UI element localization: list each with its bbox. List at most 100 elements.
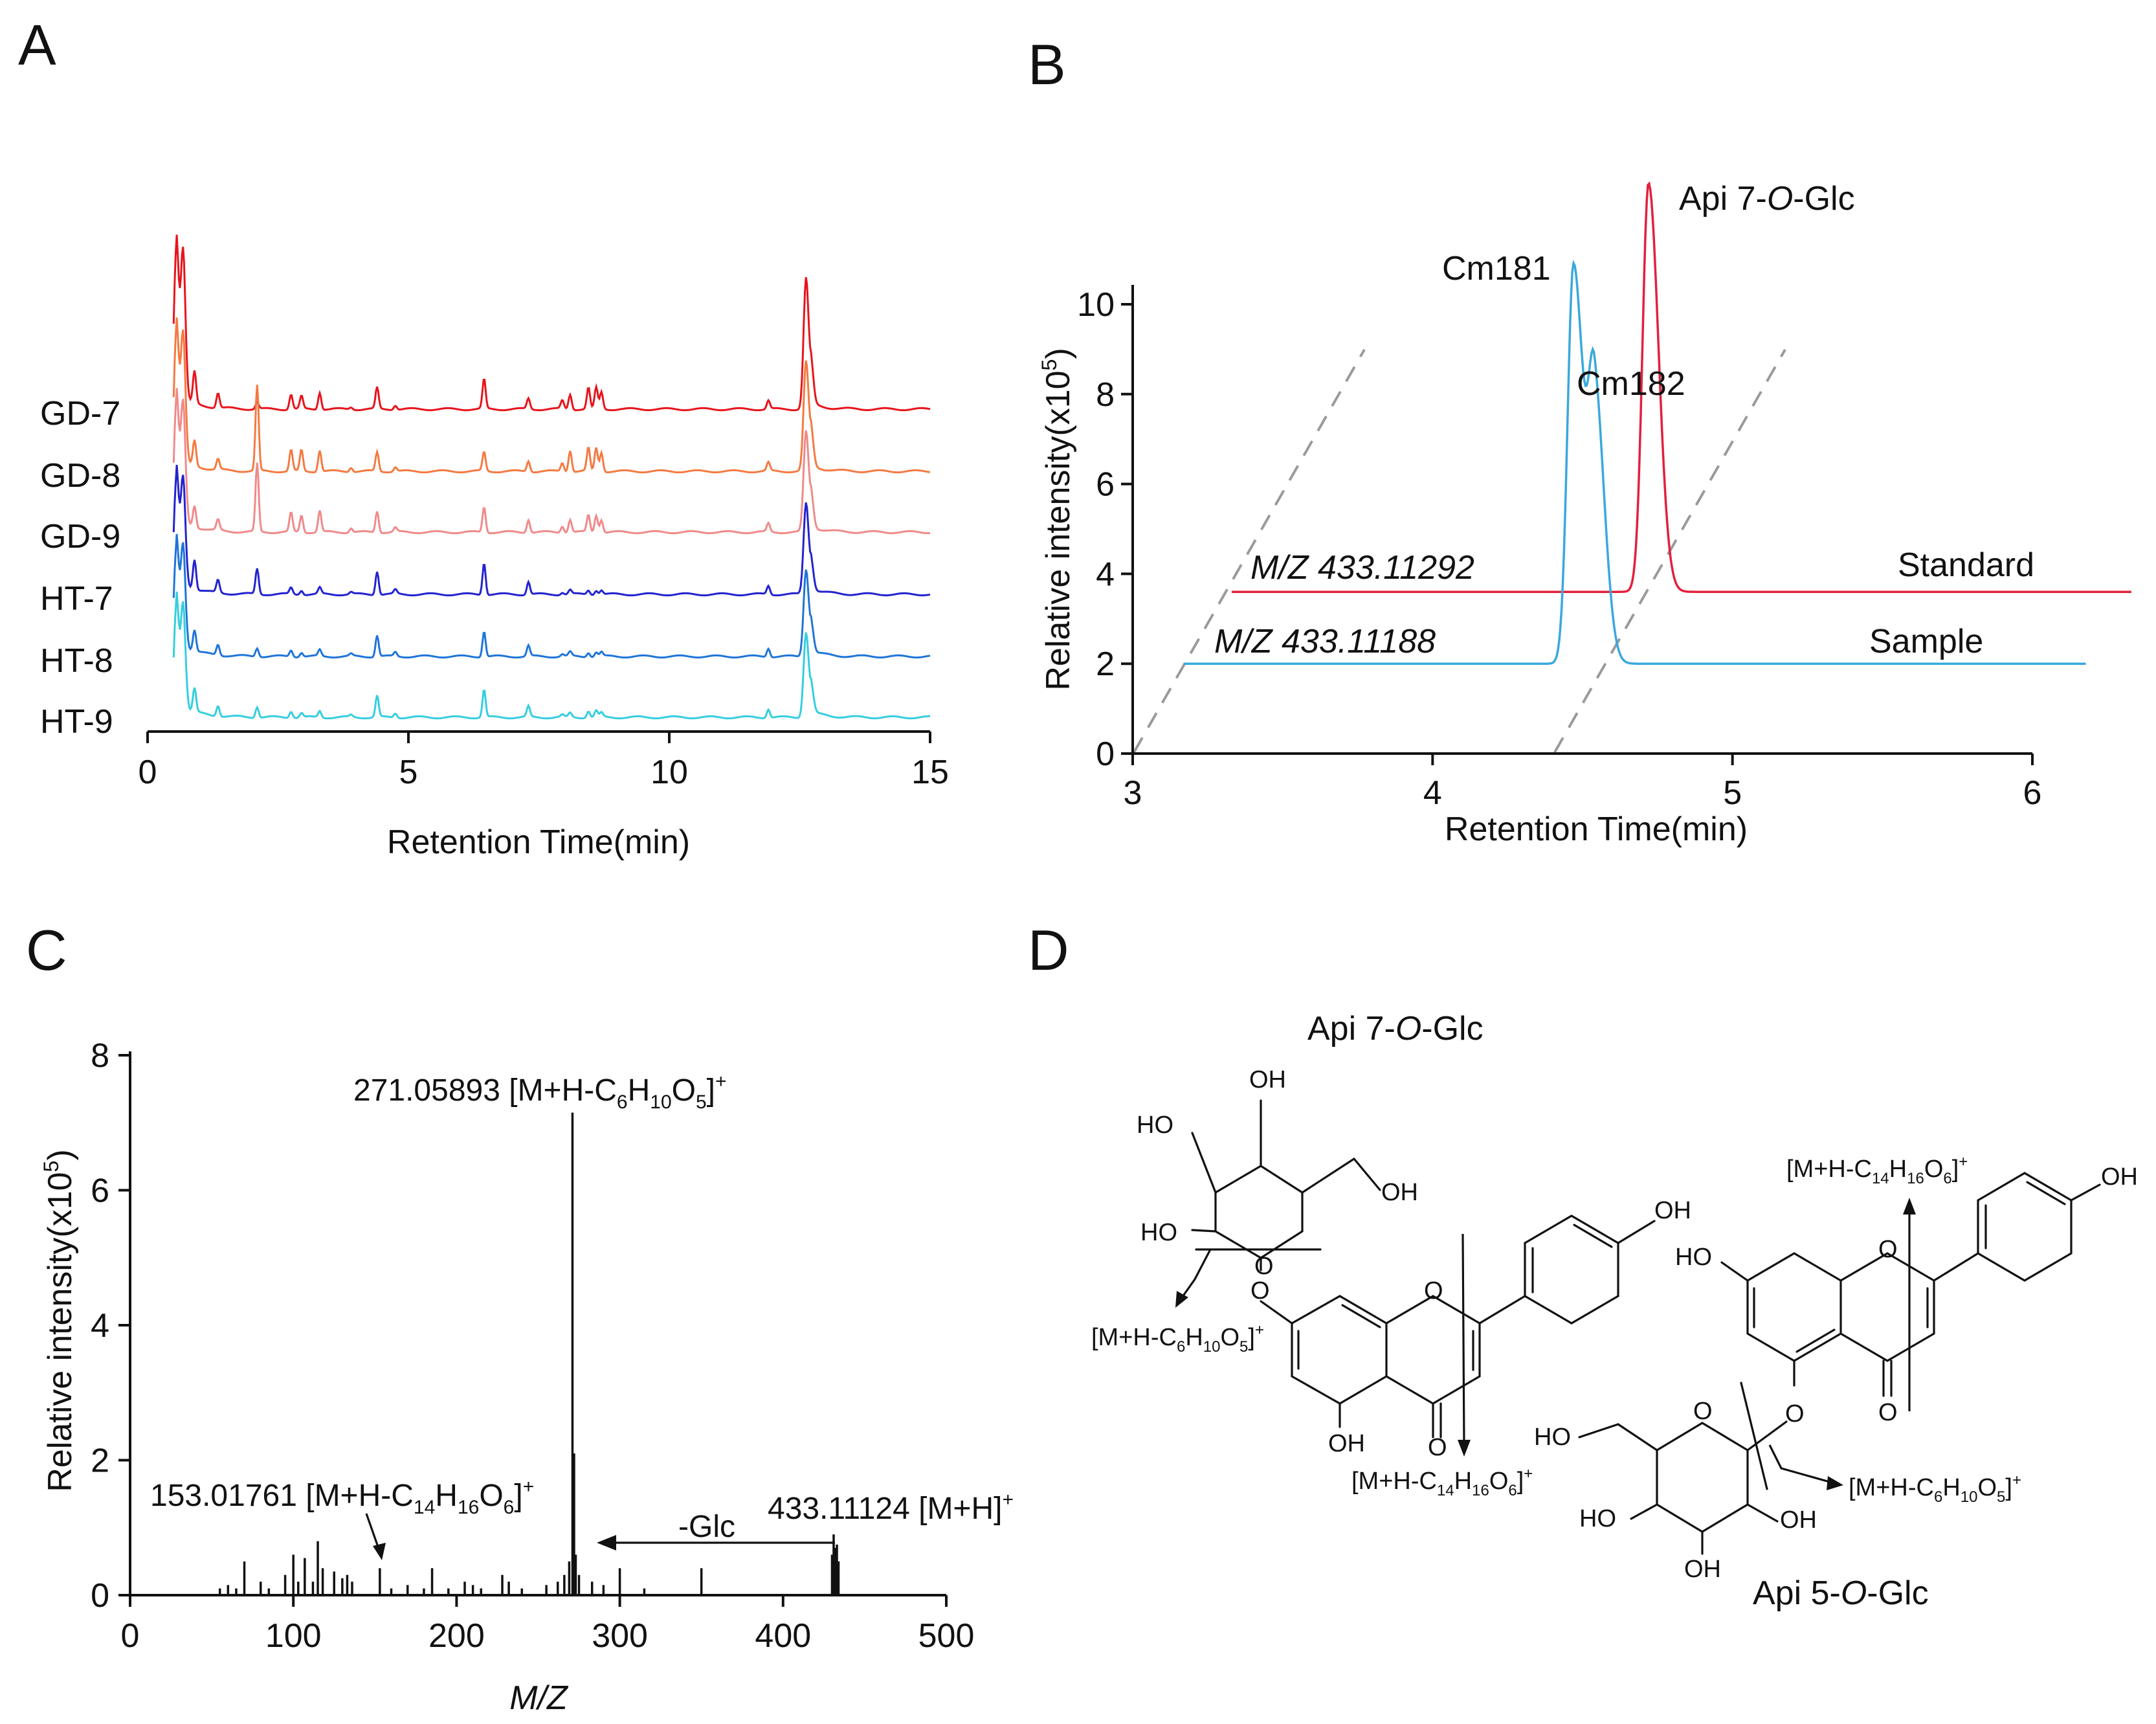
panel-c-y-axis-title: Relative intensity(x105) bbox=[39, 1149, 79, 1492]
x-tick-label: 3 bbox=[1124, 774, 1142, 812]
panel-a-chromatogram: 0 5 10 15 GD-7 GD-8 GD-9 HT-7 HT-8 HT-9 Retentio… bbox=[40, 234, 949, 861]
x-tick-label: 100 bbox=[265, 1617, 322, 1655]
series-label-gd-9: GD-9 bbox=[40, 518, 120, 555]
x-tick-label: 300 bbox=[592, 1617, 648, 1655]
panel-b-api7-label: Api 7-O-Glc bbox=[1679, 180, 1855, 218]
label-ho-left-1: HO bbox=[1137, 1112, 1173, 1139]
panel-c-153-arrow bbox=[365, 1513, 380, 1549]
panel-letter-b: B bbox=[1028, 32, 1066, 96]
x-tick-label: 5 bbox=[399, 754, 418, 791]
trace-gd-8 bbox=[172, 317, 931, 474]
x-tick-label: 0 bbox=[121, 1617, 140, 1655]
panel-b-ticks: 3 4 5 6 0 2 4 6 8 10 bbox=[1077, 286, 2041, 812]
molecule-api5-o-glc: HO O OH O O O HO HO OH OH [M+H-C14H16O6]… bbox=[1534, 1153, 2138, 1583]
panel-b-traces bbox=[1183, 181, 2131, 665]
fragment-glc-right: [M+H-C6H10O5]+ bbox=[1849, 1472, 2021, 1506]
panel-d-fragmentation: Api 7-O-Glc Api 5-O-Glc bbox=[1091, 1010, 2138, 1612]
series-label-ht-8: HT-8 bbox=[40, 642, 113, 680]
label-oh-right-1: OH bbox=[1780, 1506, 1817, 1534]
label-o-ketone-left: O bbox=[1428, 1434, 1447, 1461]
a-ring-right bbox=[1746, 1252, 1842, 1362]
panel-c-glc-loss-arrowhead bbox=[597, 1535, 616, 1550]
molecule-api7-o-glc: OH HO OH HO O O O OH OH O [M+H-C6H10O5]+… bbox=[1091, 1066, 1691, 1499]
glucose-ring-left bbox=[1214, 1165, 1304, 1259]
panel-b-sample-mz: M/Z 433.11188 bbox=[1214, 623, 1436, 660]
panel-letter-d: D bbox=[1028, 918, 1069, 982]
panel-c-bars bbox=[218, 1112, 840, 1595]
label-ho-7-right: HO bbox=[1675, 1244, 1712, 1271]
panel-b-sample-label: Sample bbox=[1869, 623, 1983, 660]
y-tick-label: 2 bbox=[91, 1442, 109, 1480]
y-tick-label: 6 bbox=[91, 1172, 109, 1210]
trace-ht-8 bbox=[172, 533, 931, 659]
label-oh-5-left: OH bbox=[1328, 1430, 1365, 1457]
y-tick-label: 0 bbox=[91, 1577, 109, 1615]
b-ring-left bbox=[1524, 1215, 1619, 1325]
panel-a-traces bbox=[172, 234, 931, 720]
panel-a-x-ticks: 0 5 10 15 bbox=[139, 732, 949, 791]
label-o-link-left: O bbox=[1250, 1277, 1270, 1304]
label-oh-b-right: OH bbox=[2101, 1163, 2138, 1191]
series-label-gd-7: GD-7 bbox=[40, 395, 120, 432]
fragment-rda-right: [M+H-C14H16O6]+ bbox=[1786, 1153, 1968, 1187]
panel-letter-a: A bbox=[18, 13, 56, 77]
y-tick-label: 6 bbox=[1096, 466, 1115, 504]
x-tick-label: 400 bbox=[755, 1617, 811, 1655]
label-o-c-ring-right: O bbox=[1878, 1236, 1898, 1263]
panel-c-x-axis-title: M/Z bbox=[509, 1679, 569, 1717]
trace-gd-7 bbox=[172, 234, 931, 412]
x-tick-label: 200 bbox=[428, 1617, 485, 1655]
label-oh-b-left: OH bbox=[1654, 1197, 1691, 1224]
panel-c-glc-loss-label: -Glc bbox=[678, 1510, 735, 1544]
panel-a-x-axis-title: Retention Time(min) bbox=[387, 823, 690, 861]
panel-c-ms2-spectrum: 0 100 200 300 400 500 0 2 4 6 8 M/Z Relative inten… bbox=[39, 1037, 1014, 1717]
series-label-ht-7: HT-7 bbox=[40, 580, 113, 618]
panel-b-standard-mz: M/Z 433.11292 bbox=[1250, 549, 1474, 587]
panel-c-153-arrowhead bbox=[373, 1543, 386, 1560]
x-tick-label: 6 bbox=[2023, 774, 2042, 812]
trace-sample bbox=[1183, 259, 2086, 665]
fragment-rda-left: [M+H-C14H16O6]+ bbox=[1351, 1465, 1533, 1499]
series-label-gd-8: GD-8 bbox=[40, 457, 120, 495]
x-tick-label: 10 bbox=[650, 754, 688, 791]
x-tick-label: 0 bbox=[139, 754, 157, 791]
fragment-glc-left: [M+H-C6H10O5]+ bbox=[1091, 1321, 1264, 1356]
a-ring-left bbox=[1291, 1295, 1388, 1405]
guide-line-left bbox=[1133, 349, 1366, 753]
label-o-link-right: O bbox=[1785, 1400, 1805, 1427]
x-tick-label: 500 bbox=[918, 1617, 975, 1655]
panel-letter-c: C bbox=[26, 918, 67, 982]
trace-ht-9 bbox=[172, 591, 931, 720]
trace-standard bbox=[1231, 181, 2131, 593]
b-ring-right bbox=[1977, 1172, 2073, 1282]
c-ring-left bbox=[1385, 1295, 1481, 1405]
y-tick-label: 2 bbox=[1096, 645, 1115, 683]
panel-b-cm181-label: Cm181 bbox=[1442, 250, 1551, 287]
label-ho-right-1: HO bbox=[1579, 1505, 1616, 1532]
panel-b-x-axis-title: Retention Time(min) bbox=[1445, 811, 1748, 848]
panel-b-cm182-label: Cm182 bbox=[1577, 365, 1685, 403]
panel-b-eic: 3 4 5 6 0 2 4 6 8 10 Retention Time(min) Relative… bbox=[1038, 180, 2131, 848]
x-tick-label: 4 bbox=[1423, 774, 1442, 812]
c-ring-right bbox=[1839, 1252, 1935, 1362]
panel-a-series-labels: GD-7 GD-8 GD-9 HT-7 HT-8 HT-9 bbox=[40, 395, 120, 741]
label-o-ring-right: O bbox=[1693, 1398, 1713, 1425]
x-tick-label: 5 bbox=[1723, 774, 1742, 812]
label-o-ketone-right: O bbox=[1878, 1399, 1898, 1426]
structure-title-api7: Api 7-O-Glc bbox=[1307, 1010, 1484, 1047]
label-oh-right-2: OH bbox=[1684, 1556, 1721, 1583]
glucose-ring-right bbox=[1656, 1422, 1749, 1533]
trace-ht-7 bbox=[172, 464, 931, 597]
x-tick-label: 15 bbox=[911, 754, 949, 791]
label-o-c-ring-left: O bbox=[1424, 1277, 1443, 1304]
panel-c-annotation-271: 271.05893 [M+H-C6H10O5]+ bbox=[353, 1071, 727, 1113]
series-label-ht-9: HT-9 bbox=[40, 703, 113, 741]
panel-c-ticks: 0 100 200 300 400 500 0 2 4 6 8 bbox=[91, 1037, 974, 1655]
label-ho-ch2-right: HO bbox=[1534, 1424, 1571, 1451]
panel-b-standard-label: Standard bbox=[1898, 546, 2034, 584]
panel-c-annotation-433: 433.11124 [M+H]+ bbox=[768, 1489, 1014, 1526]
panel-c-annotation-153: 153.01761 [M+H-C14H16O6]+ bbox=[150, 1476, 534, 1518]
y-tick-label: 8 bbox=[1096, 376, 1115, 414]
panel-b-y-axis-title: Relative intensity(x105) bbox=[1038, 348, 1077, 690]
